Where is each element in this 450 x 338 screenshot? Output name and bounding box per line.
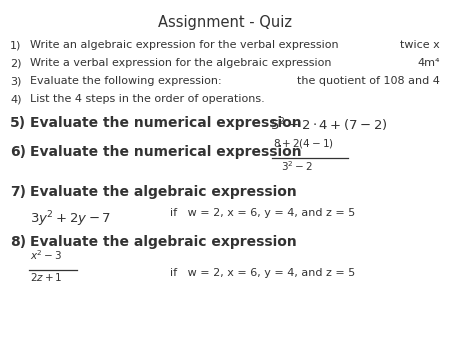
- Text: List the 4 steps in the order of operations.: List the 4 steps in the order of operati…: [30, 94, 265, 104]
- Text: 4): 4): [10, 94, 22, 104]
- Text: 2): 2): [10, 58, 22, 68]
- Text: 3): 3): [10, 76, 22, 86]
- Text: $5^2 - 2 \cdot 4 + (7 - 2)$: $5^2 - 2 \cdot 4 + (7 - 2)$: [270, 116, 388, 134]
- Text: the quotient of 108 and 4: the quotient of 108 and 4: [297, 76, 440, 86]
- Text: $x^2 - 3$: $x^2 - 3$: [30, 248, 62, 262]
- Text: Evaluate the numerical expression: Evaluate the numerical expression: [30, 116, 301, 130]
- Text: 6): 6): [10, 145, 26, 159]
- Text: twice x: twice x: [400, 40, 440, 50]
- Text: $3y^2 + 2y - 7$: $3y^2 + 2y - 7$: [30, 209, 111, 228]
- Text: Write an algebraic expression for the verbal expression: Write an algebraic expression for the ve…: [30, 40, 338, 50]
- Text: Evaluate the algebraic expression: Evaluate the algebraic expression: [30, 235, 297, 249]
- Text: $2z + 1$: $2z + 1$: [30, 271, 63, 283]
- Text: 4m⁴: 4m⁴: [418, 58, 440, 68]
- Text: if   w = 2, x = 6, y = 4, and z = 5: if w = 2, x = 6, y = 4, and z = 5: [170, 268, 355, 278]
- Text: $3^2 - 2$: $3^2 - 2$: [281, 159, 313, 173]
- Text: 7): 7): [10, 185, 26, 199]
- Text: 8): 8): [10, 235, 26, 249]
- Text: Write a verbal expression for the algebraic expression: Write a verbal expression for the algebr…: [30, 58, 332, 68]
- Text: if   w = 2, x = 6, y = 4, and z = 5: if w = 2, x = 6, y = 4, and z = 5: [170, 208, 355, 218]
- Text: Assignment - Quiz: Assignment - Quiz: [158, 15, 292, 30]
- Text: Evaluate the numerical expression: Evaluate the numerical expression: [30, 145, 301, 159]
- Text: Evaluate the algebraic expression: Evaluate the algebraic expression: [30, 185, 297, 199]
- Text: $8 + 2(4 - 1)$: $8 + 2(4 - 1)$: [273, 137, 334, 150]
- Text: 1): 1): [10, 40, 22, 50]
- Text: 5): 5): [10, 116, 26, 130]
- Text: Evaluate the following expression:: Evaluate the following expression:: [30, 76, 221, 86]
